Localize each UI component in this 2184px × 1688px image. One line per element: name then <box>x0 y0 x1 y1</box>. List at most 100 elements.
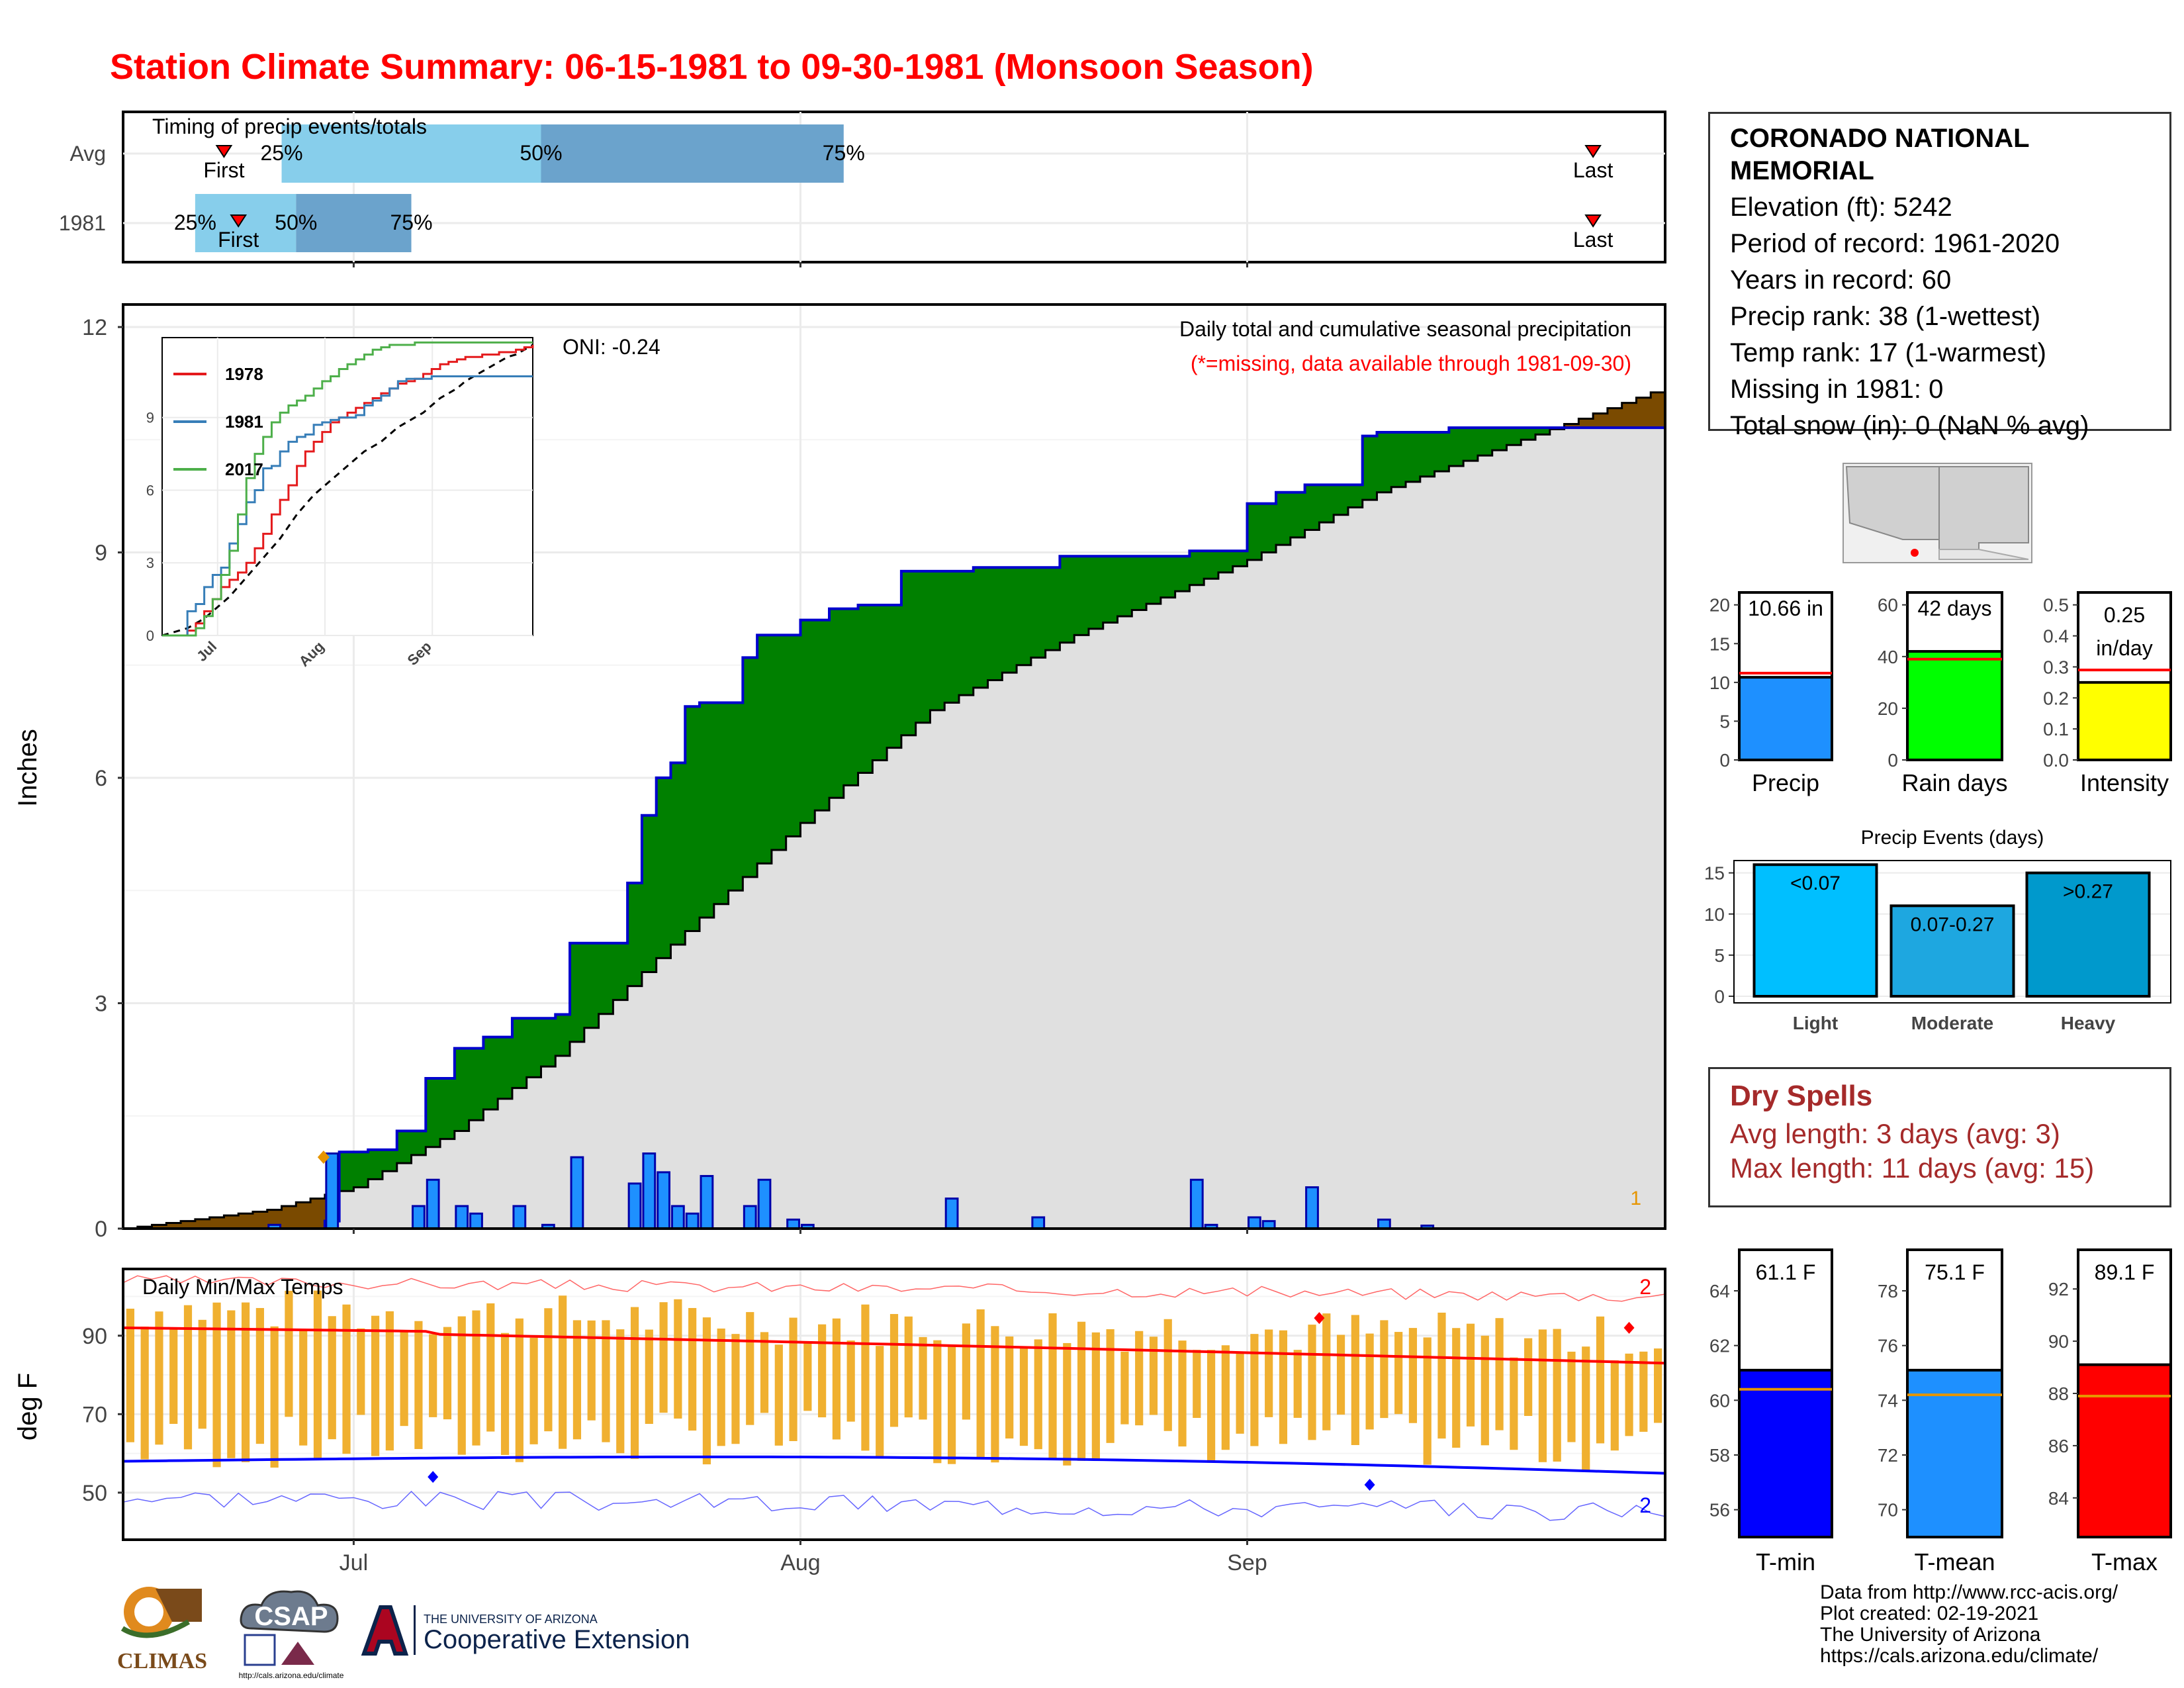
surplus-segment <box>728 702 743 891</box>
y-tick-label: 40 <box>1878 647 1898 667</box>
daily-temp-bar <box>760 1332 769 1413</box>
surplus-segment <box>1160 556 1176 598</box>
oni-label: ONI: -0.24 <box>563 335 660 359</box>
tmin-normal-line <box>122 1455 1666 1475</box>
y-tick-label: 5 <box>1719 711 1730 731</box>
daily-temp-bar <box>457 1316 466 1455</box>
precip-corner-label: 1 <box>1630 1188 1641 1209</box>
daily-temp-bar <box>746 1312 754 1425</box>
summary-bar <box>2077 680 2172 761</box>
inset-ytick-label: 9 <box>146 410 154 426</box>
surplus-segment <box>1088 556 1104 629</box>
event-bar-label: 0.07-0.27 <box>1911 914 1995 935</box>
summary-value-label: 42 days <box>1917 596 1991 620</box>
deficit-segment <box>181 1221 196 1229</box>
precip-ylabel: Inches <box>13 729 42 807</box>
inset-normal-line <box>161 344 533 637</box>
surplus-segment <box>411 1131 426 1155</box>
y-tick-label: 60 <box>1878 595 1898 616</box>
first-marker <box>230 214 248 228</box>
y-tick-label: 0 <box>95 1217 107 1242</box>
daily-temp-bar <box>674 1299 682 1419</box>
daily-temp-bar <box>1293 1350 1302 1418</box>
daily-temp-bar <box>1538 1329 1547 1462</box>
daily-temp-bar <box>1351 1315 1359 1445</box>
surplus-segment <box>641 815 657 972</box>
daily-temp-bar <box>889 1314 899 1427</box>
daily-temp-bar <box>227 1310 236 1458</box>
surplus-segment <box>901 571 917 735</box>
daily-temp-bar <box>1582 1346 1590 1470</box>
surplus-segment <box>915 571 931 723</box>
deficit-segment <box>1651 392 1666 428</box>
surplus-segment <box>1103 556 1118 623</box>
events-title: Precip Events (days) <box>1861 827 2044 849</box>
daily-precip-bar <box>627 1182 642 1230</box>
daily-temp-bar <box>904 1316 913 1418</box>
daily-precip-bar <box>757 1178 772 1230</box>
timing-bar-25-50 <box>195 194 296 252</box>
deficit-segment <box>296 1202 311 1229</box>
normal-cumulative-area <box>123 387 1665 1229</box>
deficit-segment <box>166 1223 181 1229</box>
daily-temp-bar <box>1077 1321 1086 1461</box>
surplus-segment <box>469 1048 484 1121</box>
daily-temp-bar <box>1567 1351 1576 1442</box>
daily-temp-bar <box>313 1290 322 1460</box>
summary-value-label: 10.66 in <box>1748 596 1823 620</box>
surplus-segment <box>1362 436 1377 500</box>
surplus-segment <box>757 635 772 864</box>
daily-temp-bar <box>1279 1330 1288 1444</box>
station-elevation: Elevation (ft): 5242 <box>1730 193 1952 222</box>
x-tick-label: Jul <box>340 1550 368 1575</box>
surplus-segment <box>958 571 974 696</box>
y-tick-label: 0 <box>1714 986 1725 1007</box>
daily-temp-bar <box>1206 1350 1216 1463</box>
surplus-segment <box>1132 556 1147 610</box>
timing-p25-label: 25% <box>174 211 216 234</box>
daily-precip-bar <box>1305 1186 1319 1230</box>
summary-category-label: Precip <box>1752 769 1819 796</box>
record-low-line <box>122 1490 1666 1521</box>
daily-temp-bar <box>1380 1320 1388 1419</box>
surplus-segment <box>426 1078 441 1147</box>
y-tick-label: 58 <box>1709 1445 1730 1466</box>
first-marker <box>215 145 233 158</box>
daily-temp-bar <box>702 1317 711 1465</box>
first-label: First <box>203 158 244 182</box>
surplus-segment <box>1261 503 1277 553</box>
surplus-segment <box>1347 485 1363 508</box>
daily-temp-bar <box>1365 1333 1374 1430</box>
record-high-marker <box>1623 1321 1635 1334</box>
record-low-marker <box>428 1471 439 1483</box>
daily-temp-bar <box>1437 1312 1446 1439</box>
ua-logo: THE UNIVERSITY OF ARIZONA Cooperative Ex… <box>361 1602 758 1662</box>
temp-corner-low: 2 <box>1639 1493 1651 1517</box>
first-label: First <box>218 228 259 252</box>
daily-temp-bar <box>630 1307 639 1459</box>
surplus-segment <box>1304 485 1320 530</box>
csap-text: CSAP <box>254 1602 328 1631</box>
daily-temp-bar <box>400 1330 408 1427</box>
record-high-marker <box>1314 1312 1325 1325</box>
surplus-segment <box>526 1018 541 1078</box>
y-tick-label: 0.4 <box>2043 626 2069 647</box>
chart-title: Station Climate Summary: 06-15-1981 to 0… <box>110 47 1314 87</box>
y-tick-label: 88 <box>2048 1383 2069 1404</box>
daily-temp-bar <box>385 1311 394 1451</box>
daily-temp-bar <box>818 1324 827 1418</box>
event-category-label: Moderate <box>1911 1013 1993 1033</box>
deficit-segment <box>1621 402 1637 428</box>
y-tick-label: 76 <box>1878 1336 1898 1356</box>
surplus-segment <box>353 1152 369 1188</box>
timing-label: Timing of precip events/totals <box>152 115 427 138</box>
surplus-segment <box>613 943 628 1000</box>
daily-temp-bar <box>1639 1351 1648 1432</box>
surplus-segment <box>570 943 585 1042</box>
y-tick-label: 0 <box>1719 750 1730 771</box>
y-tick-label: 0.1 <box>2043 719 2069 739</box>
surplus-segment <box>843 608 859 786</box>
temp-corner-high: 2 <box>1639 1275 1651 1299</box>
daily-temp-bar <box>1452 1328 1461 1448</box>
